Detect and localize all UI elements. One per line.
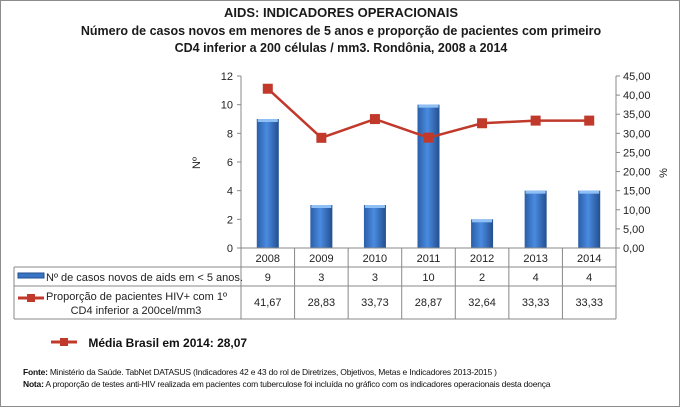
line-data-label: 33,33 xyxy=(522,297,550,309)
left-tick-label: 2 xyxy=(227,214,233,226)
left-tick-label: 10 xyxy=(221,100,233,112)
line-data-label: 28,83 xyxy=(308,297,336,309)
category-label: 2014 xyxy=(577,253,601,265)
right-tick-label: 40,00 xyxy=(623,90,651,102)
right-tick-label: 30,00 xyxy=(623,128,651,140)
line-point-2009 xyxy=(316,132,327,143)
right-axis-title: % xyxy=(658,168,670,178)
bar-2013 xyxy=(524,190,547,248)
bar-data-label: 3 xyxy=(318,272,324,284)
line-legend-marker xyxy=(27,294,35,302)
bar-cap xyxy=(257,119,278,122)
chart-subtitle-2: CD4 inferior a 200 células / mm3. Rondôn… xyxy=(174,41,508,55)
bar-cap xyxy=(418,104,439,108)
fonte-text: Ministério da Saúde. TabNet DATASUS (Ind… xyxy=(47,367,497,377)
bar-data-label: 10 xyxy=(422,272,434,284)
line-data-label: 32,64 xyxy=(468,297,496,309)
category-label: 2009 xyxy=(309,253,333,265)
media-brasil-legend: Média Brasil em 2014: 28,07 xyxy=(51,336,247,350)
bar-data-label: 4 xyxy=(586,272,592,284)
line-point-2013 xyxy=(530,115,541,126)
bar-2008 xyxy=(256,119,279,248)
bar-cap xyxy=(311,205,332,208)
line-point-2012 xyxy=(477,118,488,129)
category-label: 2012 xyxy=(470,253,494,265)
left-tick-label: 4 xyxy=(227,186,233,198)
bar-2012 xyxy=(471,219,494,248)
line-point-2008 xyxy=(262,83,273,94)
line-marker-icon xyxy=(51,338,77,346)
bar-data-label: 4 xyxy=(533,272,539,284)
left-tick-label: 0 xyxy=(227,243,233,255)
line-data-label: 41,67 xyxy=(254,297,282,309)
bar-2014 xyxy=(578,190,601,248)
bar-cap xyxy=(525,190,546,194)
source-note: Fonte: Ministério da Saúde. TabNet DATAS… xyxy=(23,367,497,377)
bar-data-label: 2 xyxy=(479,272,485,284)
bar-cap xyxy=(579,190,600,194)
right-tick-label: 20,00 xyxy=(623,167,651,179)
line-legend-label-1: Proporção de pacientes HIV+ com 1º xyxy=(46,291,227,303)
line-data-label: 33,73 xyxy=(361,297,389,309)
right-tick-label: 10,00 xyxy=(623,205,651,217)
right-tick-label: 15,00 xyxy=(623,186,651,198)
nota-label: Nota: xyxy=(23,379,44,389)
bar-cap xyxy=(472,219,493,223)
line-point-2010 xyxy=(369,114,380,125)
right-tick-label: 45,00 xyxy=(623,71,651,83)
bar-data-label: 3 xyxy=(372,272,378,284)
left-axis-title: Nº xyxy=(191,157,203,169)
fonte-label: Fonte: xyxy=(23,367,48,377)
line-point-2014 xyxy=(584,115,595,126)
left-tick-label: 6 xyxy=(227,157,233,169)
bar-2009 xyxy=(310,205,333,248)
chart-subtitle-1: Número de casos novos em menores de 5 an… xyxy=(80,24,602,38)
bar-data-label: 9 xyxy=(265,272,271,284)
category-label: 2013 xyxy=(523,253,547,265)
right-tick-label: 35,00 xyxy=(623,109,651,121)
bar-legend-label: Nº de casos novos de aids em < 5 anos. xyxy=(46,272,243,284)
line-point-2011 xyxy=(423,132,434,143)
left-tick-label: 12 xyxy=(221,71,233,83)
right-tick-label: 25,00 xyxy=(623,147,651,159)
line-data-label: 28,87 xyxy=(415,297,443,309)
left-tick-label: 8 xyxy=(227,128,233,140)
bar-cap xyxy=(364,205,385,208)
nota-note: Nota: A proporção de testes anti-HIV rea… xyxy=(23,379,551,389)
media-brasil-text: Média Brasil em 2014: 28,07 xyxy=(88,336,248,350)
nota-text: A proporção de testes anti-HIV realizada… xyxy=(43,379,551,389)
right-tick-label: 0,00 xyxy=(623,243,644,255)
bar-legend-key xyxy=(17,272,45,279)
chart-title: AIDS: INDICADORES OPERACIONAIS xyxy=(223,5,459,20)
line-legend-label-2: CD4 inferior a 200cel/mm3 xyxy=(71,305,202,317)
category-label: 2008 xyxy=(256,253,280,265)
category-label: 2011 xyxy=(417,253,441,265)
line-data-label: 33,33 xyxy=(575,297,603,309)
right-tick-label: 5,00 xyxy=(623,224,644,236)
bar-2011 xyxy=(417,104,440,249)
category-label: 2010 xyxy=(363,253,387,265)
bar-2010 xyxy=(363,205,386,248)
